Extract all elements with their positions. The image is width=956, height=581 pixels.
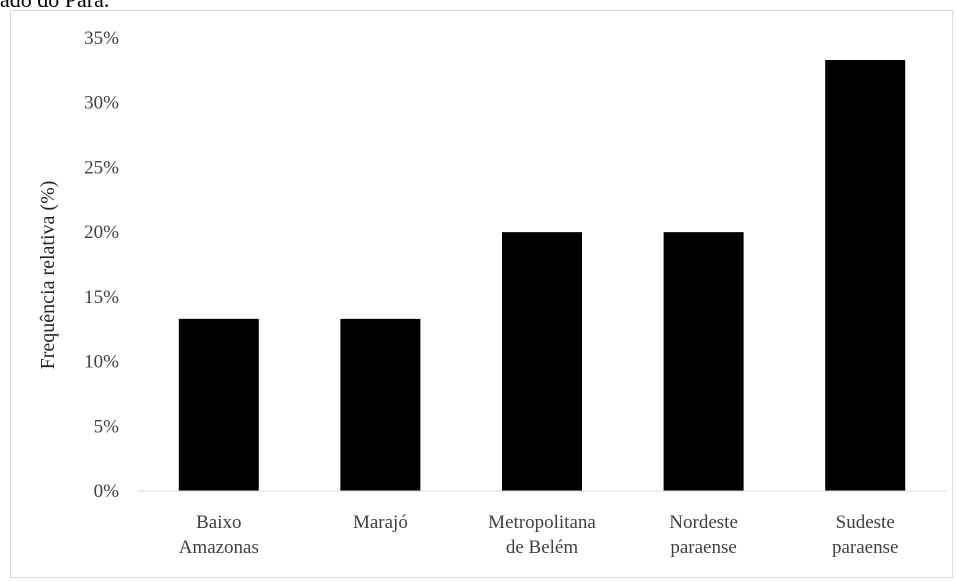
y-tick-label: 20% bbox=[84, 222, 119, 243]
category-label-line: Nordeste bbox=[669, 512, 738, 533]
category-label: Baixo Amazonas bbox=[179, 512, 259, 558]
category-label-line: Metropolitana bbox=[488, 512, 596, 533]
caption-fragment: ado do Pará. bbox=[0, 0, 109, 13]
bar bbox=[663, 232, 744, 491]
bar bbox=[502, 232, 582, 491]
category-label-line: de Belém bbox=[506, 537, 579, 558]
category-label-line: Amazonas bbox=[179, 537, 259, 558]
category-label: Metropolitana de Belém bbox=[488, 512, 596, 558]
y-axis-title-group: Frequência relativa (%) bbox=[37, 181, 59, 370]
y-tick-label: 5% bbox=[94, 416, 120, 437]
y-tick-label: 0% bbox=[94, 481, 120, 502]
y-tick-labels: 0% 5% 10% 15% 20% 25% 30% 35% bbox=[84, 28, 119, 502]
category-label-line: Sudeste bbox=[836, 512, 895, 533]
category-label: Sudeste paraense bbox=[832, 512, 898, 558]
chart-frame bbox=[10, 10, 953, 578]
y-tick-label: 15% bbox=[84, 287, 119, 308]
bars bbox=[178, 60, 906, 491]
category-label: Marajó bbox=[353, 512, 408, 533]
bar bbox=[825, 60, 906, 491]
category-label-line: Marajó bbox=[353, 512, 408, 533]
category-label-line: paraense bbox=[832, 537, 898, 558]
y-tick-label: 25% bbox=[84, 157, 119, 178]
bar bbox=[340, 318, 421, 491]
y-tick-label: 35% bbox=[84, 28, 119, 49]
y-tick-label: 10% bbox=[84, 352, 119, 373]
category-labels: Baixo Amazonas Marajó Metropolitana de Belém… bbox=[179, 512, 899, 558]
category-label: Nordeste paraense bbox=[669, 512, 738, 558]
y-axis-title: Frequência relativa (%) bbox=[37, 181, 59, 370]
category-label-line: paraense bbox=[670, 537, 736, 558]
y-tick-label: 30% bbox=[84, 93, 119, 114]
category-label-line: Baixo bbox=[196, 512, 241, 533]
bar bbox=[178, 318, 259, 491]
